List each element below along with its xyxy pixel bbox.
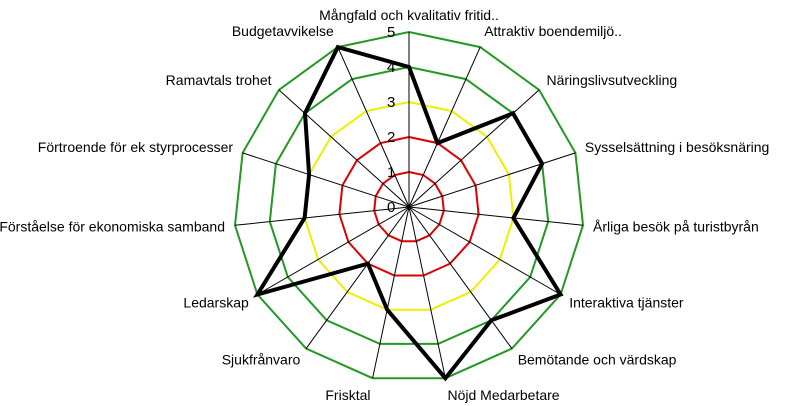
- tick-label: 5: [387, 24, 395, 41]
- category-label: Sjukfrånvaro: [222, 352, 301, 368]
- tick-label: 1: [387, 164, 395, 181]
- grid-spoke: [408, 89, 540, 208]
- data-point: [385, 308, 389, 312]
- category-label: Ledarskap: [183, 295, 249, 311]
- category-label: Ramavtals trohet: [166, 72, 272, 88]
- data-point: [443, 376, 447, 380]
- grid-ring-3: [303, 100, 515, 311]
- category-label: Näringslivsutveckling: [547, 72, 678, 88]
- data-point: [255, 293, 259, 296]
- tick-label: 4: [387, 59, 395, 76]
- grid-spoke: [408, 152, 576, 208]
- radial-tick-labels: 0 1 2 3 4 5: [387, 24, 395, 216]
- category-label: Årliga besök på turistbyrån: [593, 218, 759, 234]
- data-point: [511, 216, 515, 220]
- category-label: Interaktiva tjänster: [569, 295, 684, 311]
- data-point: [540, 162, 544, 166]
- data-point: [366, 262, 370, 266]
- category-labels: Mångfald och kvalitativ fritid..Attrakti…: [0, 7, 769, 403]
- grid-ring-5: [233, 30, 585, 380]
- grid-spoke: [408, 206, 513, 349]
- category-label: Frisktal: [325, 387, 370, 403]
- grid-spokes: [234, 32, 584, 379]
- grid-spoke: [257, 206, 410, 295]
- data-point: [303, 216, 307, 220]
- grid-spoke: [337, 46, 410, 208]
- grid-spoke: [408, 206, 561, 295]
- data-point: [489, 318, 493, 322]
- category-label: Sysselsättning i besöksnäring: [585, 139, 769, 155]
- data-point: [511, 111, 515, 115]
- grid-ring-2: [338, 135, 480, 277]
- data-point: [559, 293, 563, 296]
- tick-label: 3: [387, 94, 395, 111]
- data-point: [407, 65, 411, 69]
- grid-spoke: [278, 89, 410, 208]
- grid-spoke: [234, 206, 410, 226]
- category-label: Nöjd Medarbetare: [448, 387, 560, 403]
- category-label: Bemötande och värdskap: [518, 352, 677, 368]
- grid-spoke: [408, 206, 446, 379]
- grid-spoke: [242, 152, 410, 208]
- data-point: [436, 141, 439, 145]
- tick-label: 0: [387, 199, 395, 216]
- grid-ring-1: [373, 170, 445, 243]
- data-point: [336, 45, 340, 49]
- data-point: [303, 111, 307, 115]
- series-layer: [253, 44, 564, 382]
- category-label: Förtroende för ek styrprocesser: [38, 139, 234, 155]
- grid-spoke: [408, 46, 481, 208]
- category-label: Mångfald och kvalitativ fritid..: [319, 7, 499, 23]
- grid-spoke: [305, 206, 410, 349]
- data-point: [307, 173, 311, 177]
- grid-spoke: [372, 206, 410, 379]
- category-label: Förståelse för ekonomiska samband: [0, 218, 225, 234]
- category-label: Budgetavvikelse: [232, 23, 334, 39]
- category-label: Attraktiv boendemiljö..: [484, 23, 622, 39]
- series-line: [253, 44, 564, 382]
- tick-label: 2: [387, 129, 395, 146]
- grid-spoke: [408, 206, 584, 226]
